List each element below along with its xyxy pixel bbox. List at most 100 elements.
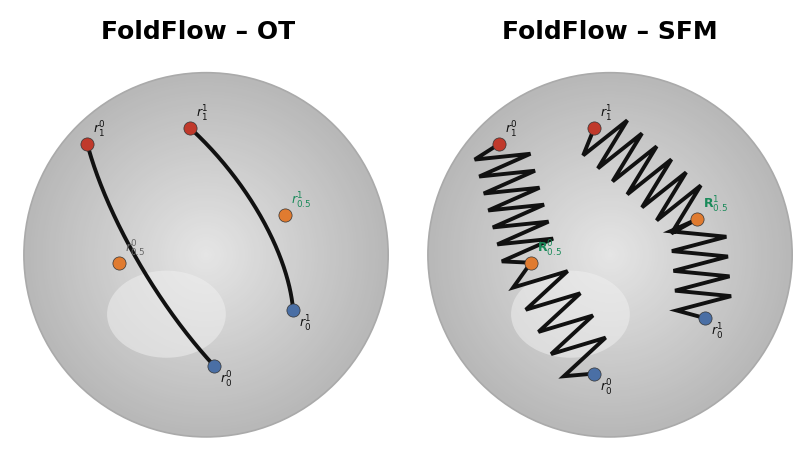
Text: $r_{0.5}^0$: $r_{0.5}^0$ (125, 239, 145, 259)
Ellipse shape (510, 155, 710, 355)
Ellipse shape (42, 91, 370, 419)
Ellipse shape (173, 222, 239, 288)
Text: $r_{0.5}^1$: $r_{0.5}^1$ (291, 191, 311, 211)
Ellipse shape (145, 194, 267, 315)
Point (279, 212, 292, 219)
Ellipse shape (598, 243, 622, 267)
Ellipse shape (595, 240, 625, 270)
Ellipse shape (541, 185, 680, 324)
Ellipse shape (118, 167, 294, 343)
Ellipse shape (100, 149, 312, 361)
Ellipse shape (498, 142, 722, 367)
Ellipse shape (142, 191, 270, 318)
Ellipse shape (443, 88, 777, 422)
Ellipse shape (109, 158, 303, 352)
Ellipse shape (203, 252, 209, 258)
Ellipse shape (583, 228, 638, 282)
Ellipse shape (94, 142, 318, 367)
Ellipse shape (124, 173, 288, 337)
Ellipse shape (446, 91, 774, 419)
Text: $r_0^1$: $r_0^1$ (711, 322, 724, 342)
Ellipse shape (479, 124, 741, 385)
Ellipse shape (534, 179, 686, 331)
Ellipse shape (197, 246, 215, 264)
Ellipse shape (437, 82, 783, 428)
Ellipse shape (449, 94, 771, 416)
Ellipse shape (130, 179, 282, 331)
Ellipse shape (558, 203, 662, 306)
Ellipse shape (48, 97, 364, 413)
Ellipse shape (170, 218, 242, 291)
Ellipse shape (24, 73, 388, 437)
Ellipse shape (75, 124, 337, 385)
Ellipse shape (163, 212, 249, 297)
Ellipse shape (33, 82, 379, 428)
Ellipse shape (494, 139, 726, 370)
Ellipse shape (78, 127, 334, 382)
Ellipse shape (87, 136, 325, 373)
Ellipse shape (543, 188, 677, 322)
Ellipse shape (516, 161, 704, 349)
Ellipse shape (137, 185, 276, 324)
Ellipse shape (54, 103, 358, 407)
Ellipse shape (106, 155, 306, 355)
Text: $\mathbf{R}_{0.5}^1$: $\mathbf{R}_{0.5}^1$ (703, 195, 728, 215)
Ellipse shape (470, 115, 750, 394)
Ellipse shape (45, 94, 367, 416)
Ellipse shape (589, 233, 631, 276)
Ellipse shape (591, 237, 629, 273)
Ellipse shape (428, 73, 792, 437)
Ellipse shape (565, 209, 655, 300)
Point (81, 140, 94, 147)
Text: $r_1^0$: $r_1^0$ (505, 120, 518, 140)
Ellipse shape (61, 109, 351, 400)
Ellipse shape (39, 88, 373, 422)
Ellipse shape (139, 188, 273, 322)
Text: FoldFlow – OT: FoldFlow – OT (101, 20, 295, 44)
Point (524, 259, 537, 266)
Ellipse shape (90, 139, 322, 370)
Ellipse shape (27, 76, 385, 434)
Ellipse shape (107, 271, 226, 358)
Ellipse shape (504, 149, 716, 361)
Ellipse shape (82, 130, 330, 379)
Ellipse shape (482, 127, 738, 382)
Ellipse shape (133, 182, 279, 328)
Ellipse shape (489, 133, 731, 376)
Ellipse shape (562, 206, 659, 303)
Ellipse shape (179, 228, 234, 282)
Ellipse shape (579, 224, 641, 285)
Ellipse shape (69, 118, 343, 391)
Point (208, 362, 221, 369)
Ellipse shape (85, 133, 327, 376)
Ellipse shape (528, 173, 692, 337)
Ellipse shape (567, 212, 653, 297)
Ellipse shape (546, 191, 674, 318)
Point (691, 216, 704, 223)
Ellipse shape (103, 152, 309, 358)
Ellipse shape (507, 152, 713, 358)
Ellipse shape (467, 112, 753, 398)
Ellipse shape (465, 109, 755, 400)
Text: $r_1^1$: $r_1^1$ (600, 104, 612, 124)
Ellipse shape (434, 79, 786, 431)
Ellipse shape (486, 130, 734, 379)
Ellipse shape (51, 100, 361, 410)
Ellipse shape (161, 209, 251, 300)
Ellipse shape (513, 158, 707, 352)
Ellipse shape (473, 118, 747, 391)
Ellipse shape (187, 237, 225, 273)
Point (112, 259, 125, 266)
Ellipse shape (604, 249, 617, 261)
Text: $r_1^0$: $r_1^0$ (93, 120, 106, 140)
Ellipse shape (200, 249, 213, 261)
Ellipse shape (166, 215, 246, 294)
Ellipse shape (501, 146, 719, 364)
Ellipse shape (194, 243, 218, 267)
Point (587, 125, 600, 132)
Ellipse shape (511, 271, 630, 358)
Point (287, 307, 300, 314)
Ellipse shape (461, 106, 759, 404)
Ellipse shape (570, 215, 650, 294)
Ellipse shape (191, 240, 221, 270)
